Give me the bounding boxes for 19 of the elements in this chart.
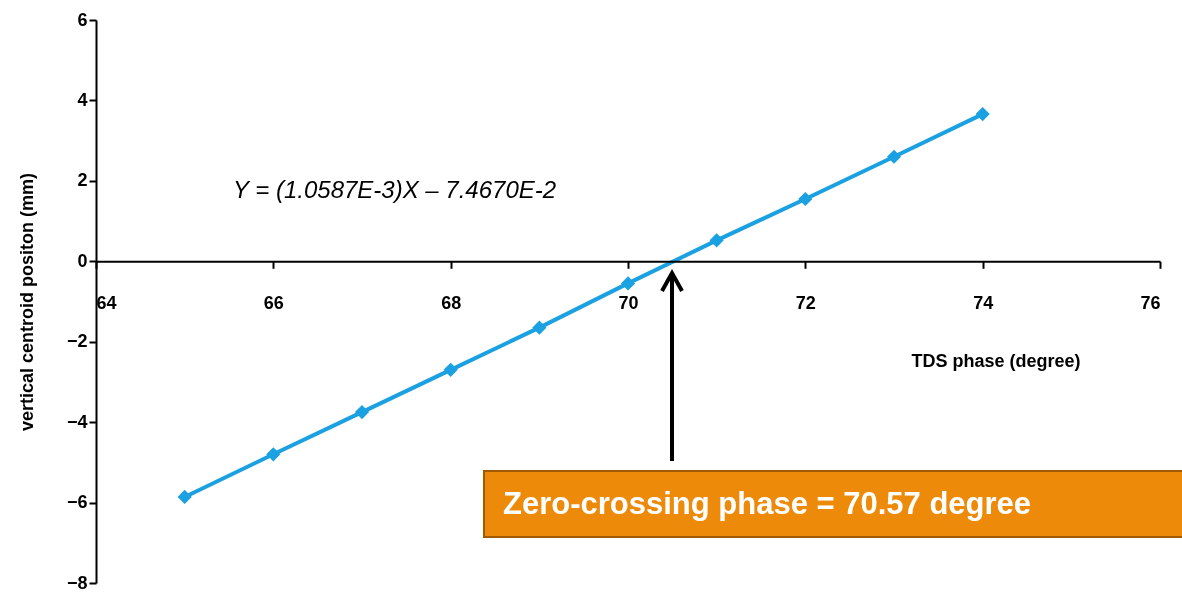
y-axis-title: vertical centroid positon (mm)	[16, 172, 37, 432]
x-axis-title: TDS phase (degree)	[911, 350, 1081, 371]
y-tick-label: 4	[77, 89, 88, 110]
x-tick-label: 72	[795, 292, 816, 313]
y-tick-label: −6	[66, 492, 88, 513]
x-tick-label: 70	[618, 292, 639, 313]
x-tick-label: 66	[263, 292, 284, 313]
x-tick-label: 74	[973, 292, 994, 313]
x-tick-label: 64	[96, 292, 117, 313]
y-tick-label: −8	[66, 572, 88, 593]
y-tick-label: 2	[77, 170, 88, 191]
y-tick-label: −4	[66, 411, 88, 432]
y-tick-label: 0	[77, 250, 88, 271]
y-tick-label: −2	[66, 331, 88, 352]
callout-box: Zero-crossing phase = 70.57 degree	[483, 470, 1182, 538]
x-tick-label: 76	[1140, 292, 1161, 313]
x-tick-label: 68	[441, 292, 462, 313]
y-tick-label: 6	[77, 9, 88, 30]
annotation: Y = (1.0587E-3)X – 7.4670E-2	[233, 176, 557, 204]
